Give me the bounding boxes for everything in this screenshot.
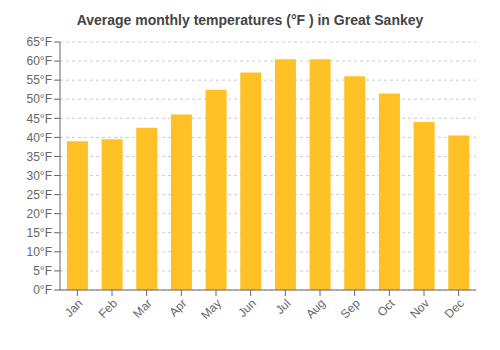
svg-text:Feb: Feb [96,296,121,321]
svg-text:25°F: 25°F [27,188,52,202]
svg-text:45°F: 45°F [27,112,52,126]
svg-text:15°F: 15°F [27,226,52,240]
svg-text:50°F: 50°F [27,92,52,106]
svg-text:Sep: Sep [338,296,363,321]
svg-text:Dec: Dec [442,296,467,321]
html-text:Average monthly temperatures (: Average monthly temperatures (°F ) in Gr… [76,12,424,28]
svg-text:0°F: 0°F [33,283,52,297]
svg-text:40°F: 40°F [27,131,52,145]
svg-text:May: May [198,296,224,322]
svg-text:Apr: Apr [166,296,189,319]
svg-text:Jul: Jul [273,296,294,317]
svg-text:55°F: 55°F [27,73,52,87]
svg-text:30°F: 30°F [27,169,52,183]
svg-text:Jan: Jan [62,296,86,320]
svg-text:20°F: 20°F [27,207,52,221]
svg-text:Aug: Aug [303,296,328,321]
svg-text:Nov: Nov [407,296,432,321]
svg-text:Oct: Oct [374,296,398,320]
svg-text:35°F: 35°F [27,150,52,164]
svg-text:Mar: Mar [130,296,155,321]
svg-text:5°F: 5°F [33,264,52,278]
svg-text:Jun: Jun [235,296,259,320]
svg-text:60°F: 60°F [27,54,52,68]
svg-text:10°F: 10°F [27,245,52,259]
svg-text:65°F: 65°F [27,35,52,49]
